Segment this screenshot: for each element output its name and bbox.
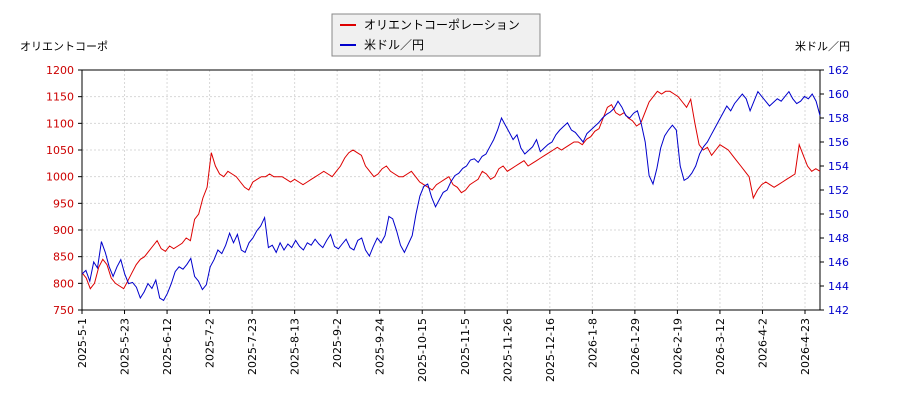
legend-label-usdjpy: 米ドル／円 <box>364 38 424 52</box>
right-tick-label: 158 <box>828 112 849 125</box>
left-tick-label: 750 <box>53 304 74 317</box>
left-tick-label: 950 <box>53 197 74 210</box>
left-tick-label: 900 <box>53 224 74 237</box>
x-tick-label: 2025-6-12 <box>161 318 174 375</box>
plot-frame <box>81 69 821 311</box>
right-tick-label: 144 <box>828 280 849 293</box>
right-tick-label: 150 <box>828 208 849 221</box>
left-axis: 750 800 850 900 950 1000 1050 1100 1150 1200 <box>46 64 82 317</box>
x-tick-label: 2026-1-8 <box>586 318 599 368</box>
x-tick-label: 2026-4-2 <box>756 318 769 368</box>
x-tick-label: 2025-10-15 <box>416 318 429 382</box>
grid <box>81 69 820 311</box>
x-tick-label: 2025-11-5 <box>459 318 472 375</box>
right-tick-label: 148 <box>828 232 849 245</box>
x-tick-label: 2025-11-26 <box>501 318 514 382</box>
x-tick-label: 2026-3-12 <box>714 318 727 375</box>
right-tick-label: 142 <box>828 304 849 317</box>
left-tick-label: 1150 <box>46 91 74 104</box>
left-axis-title: オリエントコーポ <box>20 40 108 53</box>
x-tick-label: 2025-8-13 <box>289 318 302 375</box>
left-tick-label: 850 <box>53 251 74 264</box>
left-tick-label: 1050 <box>46 144 74 157</box>
right-tick-label: 152 <box>828 184 849 197</box>
x-tick-label: 2025-5-23 <box>119 318 132 375</box>
left-tick-label: 800 <box>53 277 74 290</box>
left-tick-label: 1200 <box>46 64 74 77</box>
right-tick-label: 160 <box>828 88 849 101</box>
left-tick-label: 1000 <box>46 171 74 184</box>
x-tick-label: 2026-1-29 <box>629 318 642 375</box>
x-tick-label: 2025-5-1 <box>76 318 89 368</box>
x-tick-label: 2025-9-2 <box>331 318 344 368</box>
x-axis: 2025-5-1 2025-5-23 2025-6-12 2025-7-2 2025-7… <box>76 310 812 382</box>
x-tick-label: 2026-2-19 <box>671 318 684 375</box>
legend: オリエントコーポレーション 米ドル／円 <box>331 13 541 57</box>
series-line-usdjpy <box>81 90 821 302</box>
x-tick-label: 2025-7-2 <box>204 318 217 368</box>
right-axis: 142 144 146 148 150 152 154 156 158 160 162 <box>820 64 849 317</box>
x-tick-label: 2025-7-23 <box>246 318 259 375</box>
series-line-oriento <box>81 90 821 290</box>
x-tick-label: 2025-9-24 <box>374 318 387 375</box>
right-tick-label: 146 <box>828 256 849 269</box>
legend-label-oriento: オリエントコーポレーション <box>364 18 520 32</box>
left-tick-label: 1100 <box>46 117 74 130</box>
right-tick-label: 162 <box>828 64 849 77</box>
legend-box <box>331 13 541 57</box>
right-axis-title: 米ドル／円 <box>795 40 850 53</box>
right-tick-label: 156 <box>828 136 849 149</box>
x-tick-label: 2025-12-16 <box>544 318 557 382</box>
series-layer <box>81 90 821 302</box>
x-tick-label: 2026-4-23 <box>799 318 812 375</box>
right-tick-label: 154 <box>828 160 849 173</box>
